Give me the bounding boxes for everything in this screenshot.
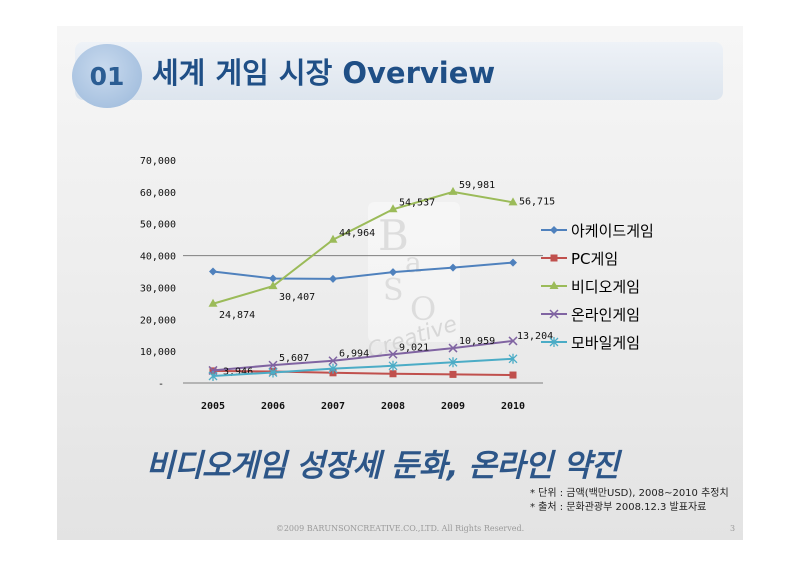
copyright: ©2009 BARUNSONCREATIVE.CO.,LTD. All Righ… — [275, 524, 525, 533]
data-label: 6,994 — [339, 349, 369, 360]
page-number: 3 — [730, 524, 736, 533]
series-star — [208, 353, 518, 381]
data-point — [328, 234, 338, 243]
x-tick-label: 2006 — [261, 401, 285, 412]
data-point — [388, 204, 398, 213]
data-label: 59,981 — [459, 180, 495, 191]
legend-marker — [549, 309, 559, 319]
data-point — [508, 336, 518, 346]
source-note: * 출처 : 문화관광부 2008.12.3 발표자료 — [530, 502, 707, 513]
x-tick-label: 2009 — [441, 401, 465, 412]
data-point — [328, 356, 338, 366]
svg-text:a: a — [405, 246, 422, 279]
data-point — [509, 371, 517, 379]
data-point — [508, 353, 518, 364]
data-point — [388, 349, 398, 359]
data-point — [448, 186, 458, 195]
legend-entry: 비디오게임 — [541, 278, 640, 296]
page-title: 세계 게임 시장 Overview — [152, 56, 496, 90]
series-line — [212, 261, 514, 280]
data-point — [268, 367, 278, 378]
legend-entry: PC게임 — [541, 250, 618, 268]
data-label: 24,874 — [219, 310, 255, 321]
series-diamond — [209, 258, 517, 283]
legend-label: 온라인게임 — [571, 306, 640, 324]
watermark-logo: B a S O Creative — [364, 202, 460, 364]
data-point — [268, 360, 278, 370]
data-label: 5,607 — [279, 353, 309, 364]
svg-text:O: O — [410, 290, 436, 328]
legend-label: 비디오게임 — [571, 278, 640, 296]
data-point — [328, 363, 338, 374]
y-tick-label: 70,000 — [140, 156, 176, 167]
data-label: 54,537 — [399, 197, 435, 208]
y-tick-label: - — [158, 379, 164, 390]
data-point — [388, 360, 398, 371]
data-point — [268, 281, 278, 290]
legend-marker — [549, 337, 559, 347]
svg-text:B: B — [378, 211, 409, 260]
headline: 비디오게임 성장세 둔화, 온라인 약진 — [146, 448, 619, 484]
legend-label: PC게임 — [571, 250, 618, 268]
unit-note: * 단위 : 금액(백만USD), 2008~2010 추정치 — [530, 488, 729, 499]
legend-marker — [550, 226, 558, 234]
series-line — [212, 357, 514, 377]
data-label: 13,204 — [517, 331, 553, 342]
legend-entry: 온라인게임 — [541, 306, 640, 324]
svg-text:S: S — [383, 273, 404, 308]
slide-background — [57, 26, 743, 540]
y-tick-label: 20,000 — [140, 315, 176, 326]
data-label: 44,964 — [339, 228, 375, 239]
series-triangle: 24,874 30,407 44,964 54,537 59,981 56,715 — [208, 180, 555, 321]
data-point — [329, 274, 337, 283]
series-line — [212, 190, 514, 305]
legend-label: 모바일게임 — [571, 334, 640, 352]
series-x: 3,946 5,607 6,994 9,021 10,959 13,204 — [208, 331, 553, 377]
y-tick-label: 10,000 — [140, 347, 176, 358]
data-label: 3,946 — [223, 366, 253, 377]
data-label: 30,407 — [279, 292, 315, 303]
data-point — [389, 370, 397, 378]
title-bar — [75, 42, 723, 100]
series-line — [212, 369, 514, 377]
legend-marker — [550, 254, 558, 262]
section-number-badge: 01 — [72, 44, 142, 108]
x-tick-label: 2007 — [321, 401, 345, 412]
legend-entry: 아케이드게임 — [541, 222, 654, 240]
data-point — [389, 268, 397, 277]
y-tick-label: 50,000 — [140, 220, 176, 231]
y-tick-label: 40,000 — [140, 252, 176, 263]
data-label: 9,021 — [399, 342, 429, 353]
legend-label: 아케이드게임 — [571, 222, 654, 240]
y-tick-label: 30,000 — [140, 283, 176, 294]
data-point — [449, 263, 457, 272]
y-tick-label: 60,000 — [140, 188, 176, 199]
data-point — [449, 370, 457, 378]
x-tick-label: 2010 — [501, 401, 525, 412]
data-point — [208, 370, 218, 381]
data-point — [508, 197, 518, 206]
legend-entry: 모바일게임 — [541, 334, 640, 352]
x-tick-label: 2005 — [201, 401, 225, 412]
data-point — [509, 258, 517, 267]
data-point — [448, 357, 458, 368]
x-tick-label: 2008 — [381, 401, 405, 412]
data-point — [208, 298, 218, 307]
data-label: 56,715 — [519, 196, 555, 207]
data-point — [269, 274, 277, 283]
data-label: 10,959 — [459, 336, 495, 347]
data-point — [448, 343, 458, 353]
legend-marker — [549, 281, 559, 289]
data-point — [209, 267, 217, 276]
series-line — [212, 339, 514, 372]
